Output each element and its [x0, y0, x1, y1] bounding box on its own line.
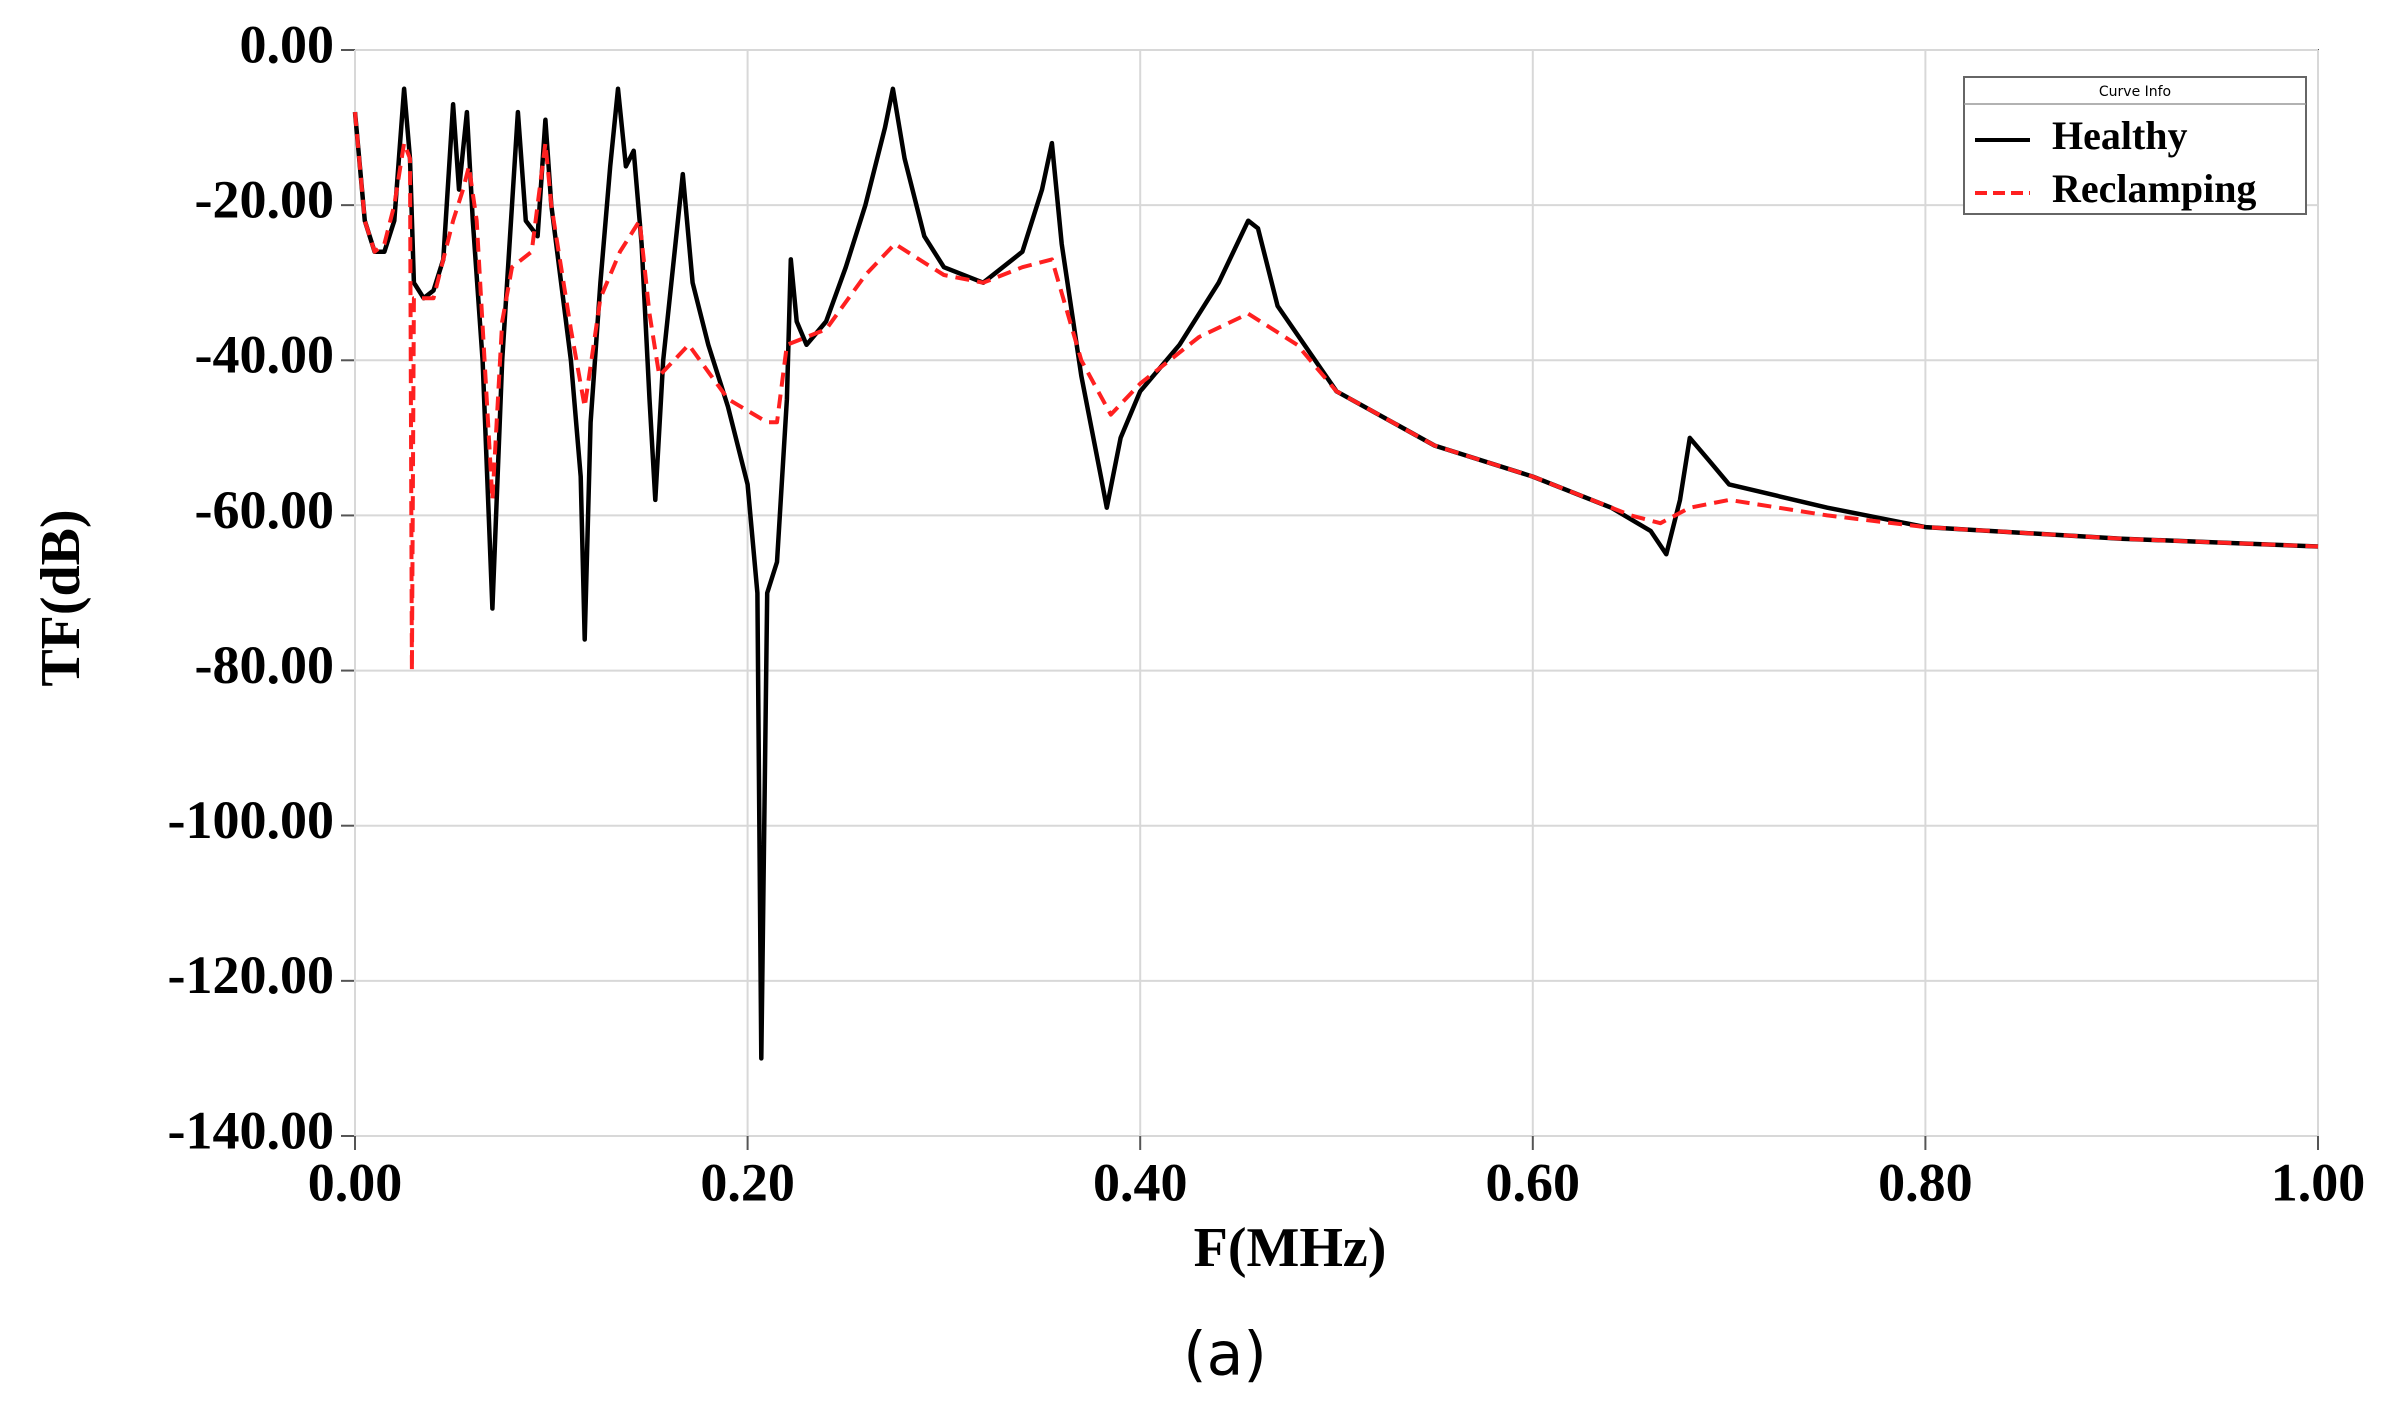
y-tick-label: -100.00 [168, 790, 334, 850]
caption: (a) [1183, 1320, 1267, 1390]
x-tick-label: 0.40 [1093, 1152, 1188, 1212]
x-tick-label: 1.00 [2271, 1152, 2366, 1212]
y-tick-label: 0.00 [240, 14, 335, 74]
y-tick-label: -80.00 [195, 635, 334, 695]
y-tick-label: -140.00 [168, 1100, 334, 1160]
x-axis-label: F(MHz) [1194, 1217, 1387, 1279]
y-tick-label: -60.00 [195, 480, 334, 540]
legend-title: Curve Info [2099, 84, 2171, 100]
x-tick-label: 0.60 [1486, 1152, 1581, 1212]
line-series [353, 111, 2319, 673]
legend: Curve Info Healthy Reclamping [1963, 76, 2307, 215]
y-axis-label: TF(dB) [30, 509, 92, 686]
legend-label: Healthy [2052, 113, 2188, 158]
y-tick-label: -40.00 [195, 325, 334, 385]
y-tick-label: -20.00 [195, 170, 334, 230]
line-series [352, 86, 2319, 1061]
x-tick-label: 0.00 [308, 1152, 403, 1212]
x-tick-label: 0.20 [700, 1152, 795, 1212]
legend-label: Reclamping [2052, 166, 2256, 211]
plot-area [354, 49, 2319, 1137]
y-tick-label: -120.00 [168, 945, 334, 1005]
x-tick-label: 0.80 [1878, 1152, 1973, 1212]
